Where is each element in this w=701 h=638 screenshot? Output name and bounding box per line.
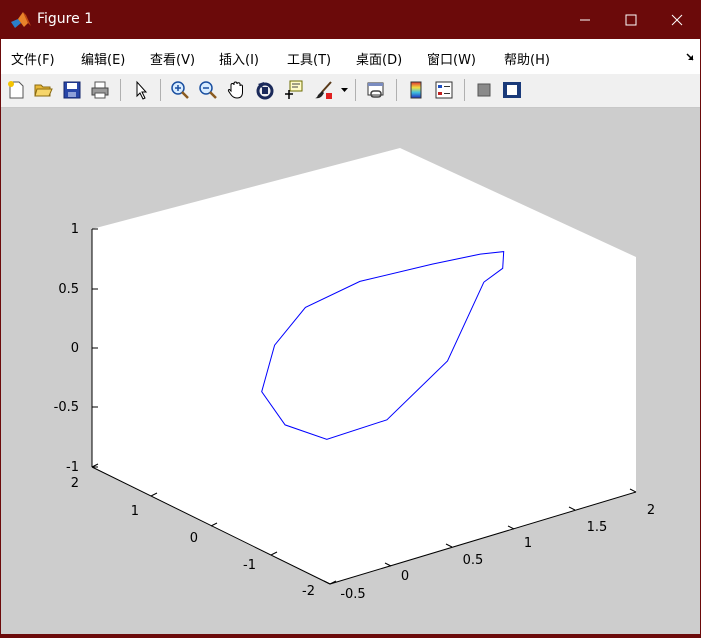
zoom-in-button[interactable] [168,78,192,102]
data-cursor-button[interactable] [282,78,306,102]
z-tick-label: 0 [71,341,79,356]
z-tick-labels: 1 0.5 0 -0.5 -1 [54,222,98,475]
menu-help[interactable]: 帮助(H) [504,53,550,68]
print-icon [91,81,109,99]
menu-edit[interactable]: 编辑(E) [81,53,126,68]
show-plot-tools-icon [503,82,521,98]
zoom-out-button[interactable] [196,78,220,102]
legend-button[interactable] [432,78,456,102]
save-icon [63,81,81,99]
zoom-out-icon [199,81,217,99]
brush-icon [315,81,332,99]
menu-view[interactable]: 查看(V) [150,53,196,68]
window-title: Figure 1 [37,11,94,27]
figure-canvas[interactable]: 1 0.5 0 -0.5 -1 2 1 0 -1 -2 [1,109,700,634]
maximize-icon [625,14,637,26]
z-tick-label: 0.5 [58,282,79,297]
menu-window[interactable]: 窗口(W) [427,53,476,68]
link-plot-button[interactable] [364,78,388,102]
menu-bar: 文件(F) 编辑(E) 查看(V) 插入(I) 工具(T) 桌面(D) 窗口(W… [1,39,700,74]
new-figure-icon [8,81,24,99]
toolbar-separator [160,79,161,101]
link-plot-icon [367,82,384,98]
x-axis-line [329,491,637,585]
pan-button[interactable] [224,78,248,102]
z-tick-label: 1 [71,222,79,237]
legend-icon [435,81,453,99]
y-tick-label: -1 [243,558,256,573]
data-cursor-icon [285,80,303,99]
data-series-line[interactable] [261,251,505,440]
maximize-button[interactable] [608,1,654,39]
edit-plot-arrow-icon [136,80,148,100]
toolbar-separator [464,79,465,101]
axes-3d[interactable]: 1 0.5 0 -0.5 -1 2 1 0 -1 -2 [1,109,700,634]
title-bar[interactable]: Figure 1 [1,1,700,39]
save-button[interactable] [60,78,84,102]
pan-hand-icon [227,81,243,99]
close-icon [671,14,683,26]
x-tick-labels: -0.5 0 0.5 1 1.5 2 [323,488,655,602]
x-tick-label: 1.5 [587,520,608,535]
y-tick-label: 1 [131,504,139,519]
menu-tools[interactable]: 工具(T) [287,53,332,68]
zoom-in-icon [171,81,189,99]
brush-dropdown-icon[interactable] [341,88,348,93]
z-tick-label: -1 [66,460,79,475]
y-tick-label: 2 [71,476,79,491]
print-button[interactable] [88,78,112,102]
matlab-logo-icon [11,12,31,28]
toolbar-separator [396,79,397,101]
minimize-button[interactable] [562,1,608,39]
x-tick-label: -0.5 [340,587,365,602]
open-file-icon [34,84,53,97]
menu-desktop[interactable]: 桌面(D) [356,53,403,68]
new-figure-button[interactable] [4,78,28,102]
x-tick-label: 0.5 [463,553,484,568]
axes-background [92,148,636,584]
toolbar-separator [120,79,121,101]
colorbar-icon [410,81,422,99]
menu-file[interactable]: 文件(F) [11,53,55,68]
open-file-button[interactable] [31,78,55,102]
y-tick-labels: 2 1 0 -1 -2 [71,463,337,599]
figure-toolbar [1,74,700,108]
menu-insert[interactable]: 插入(I) [219,53,259,68]
z-tick-label: -0.5 [54,400,79,415]
toolbar-separator [355,79,356,101]
hide-plot-tools-button[interactable] [472,78,496,102]
rotate-3d-icon [256,82,274,100]
minimize-icon [580,19,590,21]
dock-arrow-icon[interactable] [685,52,695,62]
hide-plot-tools-icon [477,83,491,97]
colorbar-button[interactable] [404,78,428,102]
x-tick-label: 0 [401,569,409,584]
x-tick-label: 1 [524,536,532,551]
show-plot-tools-button[interactable] [500,78,524,102]
close-button[interactable] [654,1,700,39]
brush-button[interactable] [312,78,336,102]
rotate-3d-button[interactable] [253,78,277,102]
edit-plot-button[interactable] [129,78,153,102]
y-tick-label: -2 [302,584,315,599]
y-tick-label: 0 [190,531,198,546]
x-tick-label: 2 [647,503,655,518]
